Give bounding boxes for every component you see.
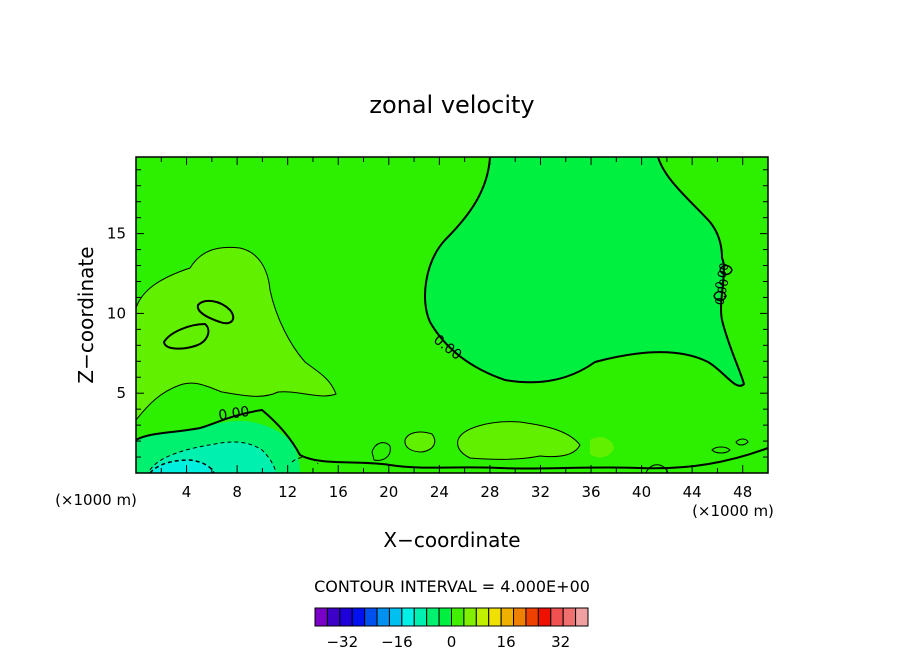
x-axis-ticks bbox=[160, 157, 744, 473]
y-tick-label: 15 bbox=[107, 225, 126, 243]
contour-line-8-ellipse-1 bbox=[162, 322, 210, 350]
x-axis-tick-labels: 4 8 12 16 20 24 28 32 36 40 44 48 bbox=[182, 483, 752, 501]
x-tick-label: 40 bbox=[632, 483, 651, 501]
colorbar-swatch bbox=[413, 607, 428, 627]
colorbar-swatch bbox=[488, 607, 502, 627]
contour-line-small-3 bbox=[711, 446, 731, 454]
contour-fill-region-small-patch bbox=[404, 432, 435, 452]
x-tick-label: 28 bbox=[480, 483, 499, 501]
colorbar-swatch bbox=[339, 607, 353, 627]
colorbar-swatch bbox=[525, 607, 539, 627]
x-unit-left: (×1000 m) bbox=[55, 491, 137, 509]
x-tick-label: 8 bbox=[232, 483, 242, 501]
contour-line-zero-upper bbox=[424, 157, 746, 387]
colorbar-swatch bbox=[326, 607, 341, 627]
colorbar-tick-label: 32 bbox=[551, 633, 570, 651]
y-axis-label: Z−coordinate bbox=[74, 246, 98, 383]
y-tick-label: 10 bbox=[107, 304, 126, 322]
colorbar-swatch bbox=[550, 607, 564, 627]
contour-line-8-ellipse-2 bbox=[196, 299, 235, 325]
colorbar-swatch bbox=[537, 607, 552, 627]
contour-line-small-2 bbox=[404, 431, 436, 453]
x-tick-label: 24 bbox=[430, 483, 449, 501]
contour-field bbox=[136, 157, 768, 473]
colorbar-tick-label: 0 bbox=[447, 633, 457, 651]
contour-label: 0.00 bbox=[217, 404, 250, 424]
y-axis-ticks bbox=[136, 169, 768, 458]
colorbar-swatch bbox=[500, 607, 515, 627]
contour-label: 0.00 bbox=[712, 277, 731, 306]
colorbar-swatch bbox=[351, 607, 366, 627]
contour-fill-region-negative-3 bbox=[150, 460, 214, 473]
colorbar bbox=[314, 607, 589, 627]
contour-line-small-5 bbox=[713, 290, 727, 302]
x-tick-label: 44 bbox=[683, 483, 702, 501]
contour-line-neg8 bbox=[149, 459, 215, 473]
x-tick-label: 4 bbox=[182, 483, 192, 501]
x-tick-label: 16 bbox=[329, 483, 348, 501]
contour-line-4-left bbox=[136, 246, 337, 421]
y-axis-tick-labels: 5 10 15 bbox=[107, 225, 126, 403]
contour-fill-region-bottom-band bbox=[457, 421, 580, 460]
contour-line-small-4 bbox=[735, 438, 749, 446]
contour-line-small-1 bbox=[371, 442, 391, 461]
colorbar-tick-label: 16 bbox=[497, 633, 516, 651]
x-tick-label: 12 bbox=[278, 483, 297, 501]
contour-lines bbox=[136, 157, 768, 473]
chart-title: zonal velocity bbox=[369, 91, 534, 119]
x-tick-label: 48 bbox=[733, 483, 752, 501]
x-tick-label: 36 bbox=[581, 483, 600, 501]
contour-label: 0.00 bbox=[712, 261, 731, 290]
colorbar-swatch bbox=[463, 607, 477, 627]
colorbar-tick-labels: −32 −16 0 16 32 bbox=[326, 633, 570, 651]
colorbar-swatch bbox=[438, 607, 453, 627]
contour-interval: CONTOUR INTERVAL = 4.000E+00 bbox=[314, 577, 590, 596]
contour-line-4-bottom bbox=[457, 421, 581, 460]
colorbar-swatch bbox=[575, 607, 589, 627]
colorbar-swatch bbox=[475, 607, 490, 627]
x-unit-right: (×1000 m) bbox=[692, 502, 774, 520]
colorbar-tick-label: −32 bbox=[326, 633, 358, 651]
colorbar-swatch bbox=[388, 607, 403, 627]
y-tick-label: 5 bbox=[116, 384, 126, 402]
colorbar-tick-label: −16 bbox=[381, 633, 413, 651]
contour-line-small-6 bbox=[719, 264, 733, 276]
colorbar-swatch bbox=[364, 607, 378, 627]
colorbar-swatch bbox=[376, 607, 390, 627]
colorbar-swatch bbox=[314, 607, 328, 627]
plot-frame bbox=[135, 156, 769, 474]
colorbar-swatch bbox=[401, 607, 415, 627]
contour-fill-region-small-patch-2 bbox=[590, 437, 614, 458]
colorbar-swatch bbox=[426, 607, 440, 627]
x-tick-label: 32 bbox=[531, 483, 550, 501]
colorbar-swatch bbox=[513, 607, 527, 627]
contour-line-zero-lower bbox=[136, 408, 768, 470]
contour-fill-region-upper-right bbox=[425, 157, 744, 386]
contour-fill-region-left-plume bbox=[136, 247, 336, 420]
colorbar-swatch bbox=[562, 607, 577, 627]
x-tick-label: 20 bbox=[379, 483, 398, 501]
x-axis-label: X−coordinate bbox=[383, 528, 520, 552]
contour-line-neg-small bbox=[291, 456, 319, 465]
colorbar-swatch bbox=[451, 607, 465, 627]
contour-line-neg4 bbox=[149, 441, 277, 473]
